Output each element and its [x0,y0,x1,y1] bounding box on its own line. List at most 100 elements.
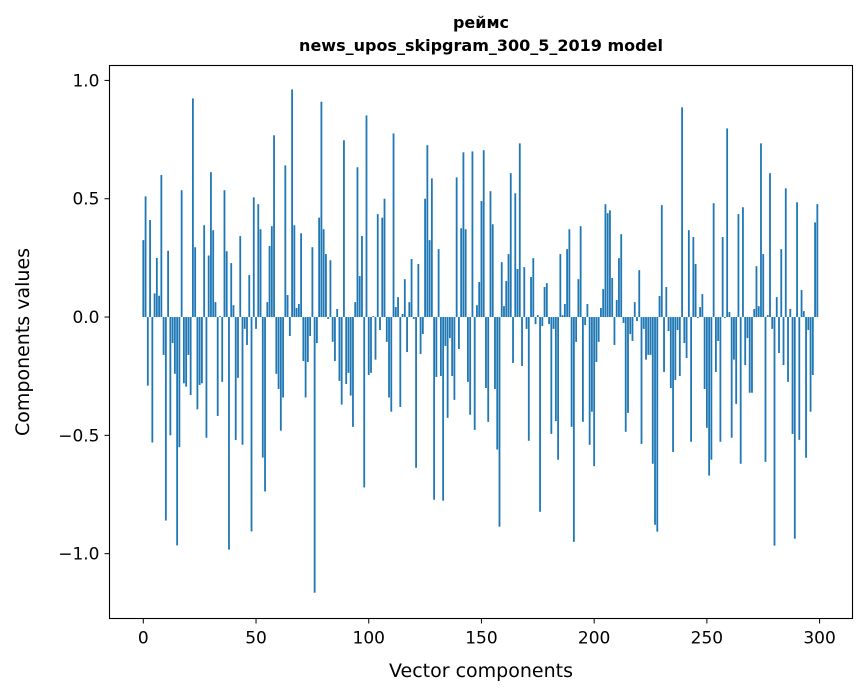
bar-162 [507,254,510,318]
bar-132 [439,317,442,376]
bar-219 [636,317,638,322]
x-axis-label: Vector components [389,660,573,682]
bar-206 [606,213,609,318]
bar-22 [192,98,194,318]
bar-28 [205,317,208,438]
bar-208 [611,277,614,318]
bar-154 [489,191,492,318]
axes-frame [108,64,854,620]
bar-112 [394,307,397,318]
bar-140 [458,317,460,349]
bar-156 [494,317,496,389]
bar-263 [735,317,738,404]
bar-124 [421,317,424,335]
bar-185 [559,254,562,318]
bar-70 [300,233,303,318]
bar-244 [692,237,695,318]
bar-149 [478,282,481,318]
bar-5 [153,293,156,318]
bar-105 [379,317,381,331]
bar-61 [279,317,282,431]
bar-275 [762,254,765,318]
bar-49 [252,197,255,318]
bar-111 [392,133,395,318]
bar-209 [613,317,616,345]
bar-30 [210,172,212,318]
bar-2 [146,317,149,386]
bar-102 [372,316,375,318]
bar-249 [703,317,706,389]
bar-172 [530,277,532,318]
x-tick-label: 150 [465,629,497,649]
bar-234 [669,317,672,389]
bar-77 [315,317,318,344]
bar-29 [207,255,210,318]
bar-246 [696,317,699,318]
bar-182 [552,317,555,329]
bar-92 [349,317,352,396]
bar-295 [807,317,810,331]
bar-4 [151,317,154,443]
bar-129 [433,317,436,500]
bar-243 [690,317,692,442]
bar-48 [250,317,253,532]
bar-262 [733,317,735,360]
bar-50 [255,317,257,329]
bar-251 [708,317,711,476]
bar-152 [485,317,487,389]
bar-285 [784,188,787,318]
x-tick-label: 100 [353,629,385,649]
bar-16 [178,317,181,448]
bar-103 [374,317,377,360]
bar-26 [201,317,203,384]
bar-138 [453,317,456,400]
bar-44 [241,317,244,445]
bar-72 [304,317,307,398]
bar-7 [158,295,160,318]
bar-241 [685,317,688,358]
bar-120 [412,317,415,319]
bar-131 [437,249,440,318]
bar-177 [541,317,544,327]
bar-91 [347,317,350,373]
bar-270 [751,317,753,393]
bar-19 [185,317,188,387]
bar-47 [248,275,251,318]
bar-257 [721,237,724,318]
bar-231 [663,317,665,372]
bar-297 [811,317,814,376]
bar-75 [311,247,314,318]
bar-175 [536,315,539,318]
bar-200 [593,317,596,467]
bar-277 [766,315,769,318]
bar-71 [302,317,305,362]
bar-69 [297,304,300,318]
bar-60 [277,317,280,389]
bar-56 [268,246,271,318]
bar-97 [361,236,363,318]
bar-207 [609,210,611,318]
bar-25 [198,317,201,385]
bar-199 [591,317,593,412]
bar-143 [464,229,467,318]
bar-128 [430,178,433,318]
bar-178 [543,286,546,318]
bar-134 [444,317,447,346]
bar-33 [216,317,219,416]
bar-104 [376,214,379,318]
bar-281 [775,297,778,318]
bar-250 [705,317,708,428]
bar-181 [550,317,553,434]
bar-113 [397,297,399,318]
bar-126 [426,145,429,318]
bar-224 [647,317,650,355]
bar-204 [602,289,605,318]
bar-34 [219,316,221,318]
y-tick-label: 0.0 [72,308,99,328]
bar-84 [331,317,334,342]
bar-90 [345,317,348,385]
bar-221 [640,317,643,444]
bar-184 [557,317,559,460]
bar-272 [755,266,758,318]
